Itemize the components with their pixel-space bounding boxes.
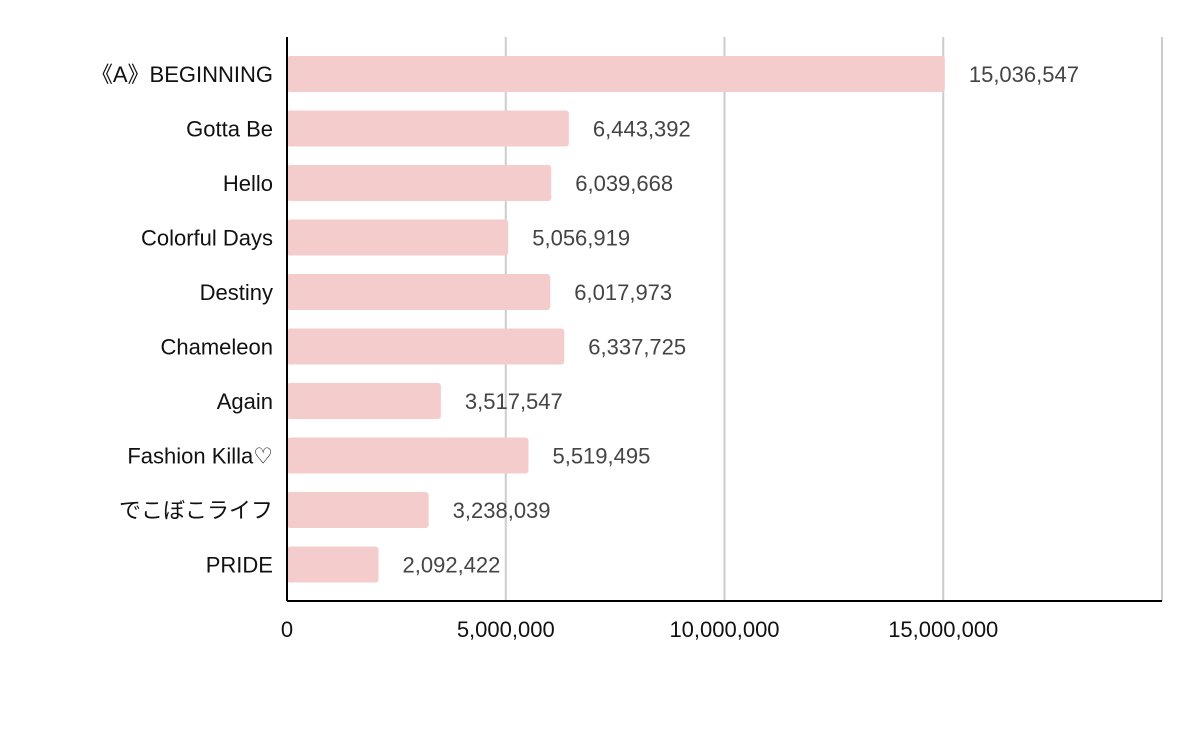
data-label: 6,017,973 [574, 280, 672, 305]
data-label: 6,039,668 [575, 171, 673, 196]
bar [287, 219, 509, 256]
bar [287, 165, 552, 201]
data-label: 3,238,039 [453, 498, 551, 523]
grid-lines [504, 37, 1163, 601]
category-label: でこぼこライフ [119, 498, 273, 523]
category-label: Hello [223, 171, 273, 196]
bar [287, 56, 945, 92]
category-label: Fashion Killa♡ [127, 444, 273, 469]
bar [287, 492, 429, 528]
category-label: Colorful Days [141, 226, 273, 251]
bar [287, 383, 441, 419]
category-label: 《A》BEGINNING [91, 62, 273, 87]
category-label: Again [217, 389, 273, 414]
bar [287, 274, 551, 310]
data-label: 5,519,495 [552, 444, 650, 469]
category-label: Chameleon [160, 335, 273, 360]
data-label: 6,337,725 [588, 335, 686, 360]
bar [287, 546, 379, 583]
x-tick-label: 5,000,000 [457, 617, 555, 642]
data-label: 5,056,919 [532, 226, 630, 251]
bar [287, 328, 565, 365]
category-label: Destiny [200, 280, 273, 305]
x-tick-label: 15,000,000 [888, 617, 998, 642]
data-label: 15,036,547 [969, 62, 1079, 87]
bar [287, 110, 569, 147]
labels: 《A》BEGINNING 15,036,547 Gotta Be 6,443,392 H… [91, 62, 1079, 642]
data-label: 6,443,392 [593, 117, 691, 142]
category-label: Gotta Be [186, 117, 273, 142]
bar [287, 437, 529, 474]
bars [287, 56, 945, 583]
x-tick-label: 0 [281, 617, 293, 642]
data-label: 2,092,422 [403, 553, 501, 578]
axes [286, 37, 1162, 602]
x-tick-label: 10,000,000 [669, 617, 779, 642]
data-label: 3,517,547 [465, 389, 563, 414]
category-label: PRIDE [206, 553, 273, 578]
